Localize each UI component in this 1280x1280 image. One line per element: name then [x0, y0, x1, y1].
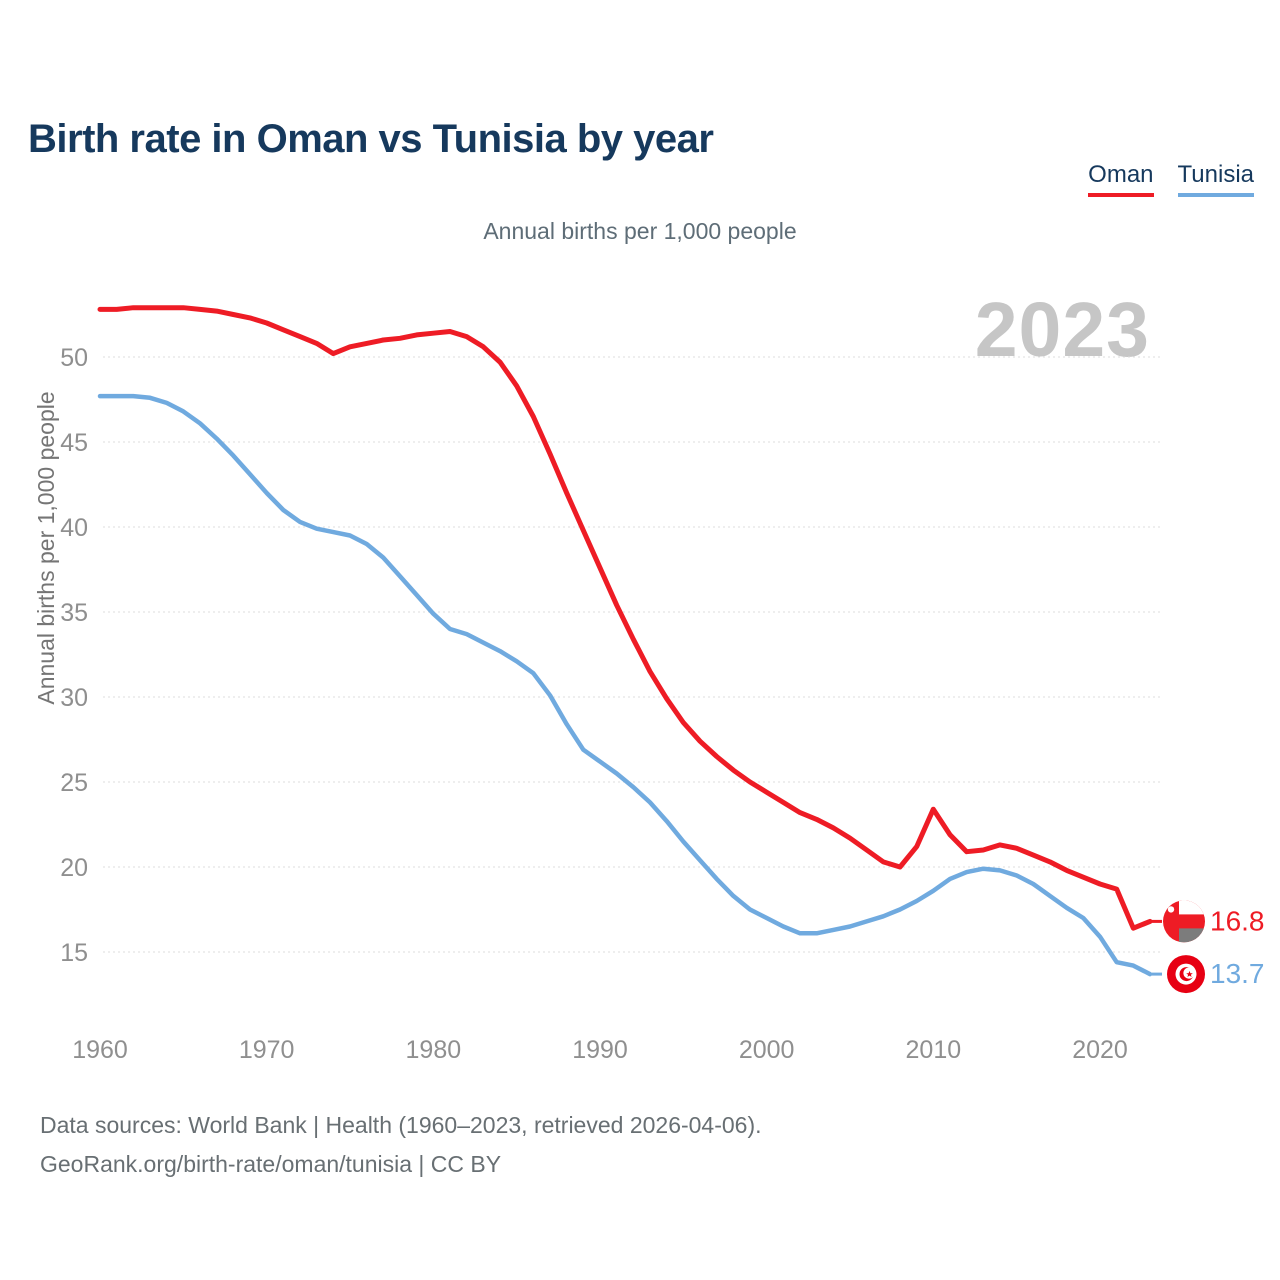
legend: Oman Tunisia	[1088, 161, 1254, 198]
y-tick-label: 30	[60, 684, 88, 712]
chart-subtitle: Annual births per 1,000 people	[483, 218, 797, 244]
x-tick-label: 1970	[239, 1036, 295, 1064]
x-tick-label: 1960	[72, 1036, 128, 1064]
legend-item-tunisia[interactable]: Tunisia	[1177, 161, 1254, 198]
x-tick-label: 2010	[906, 1036, 962, 1064]
oman-flag-icon	[1163, 900, 1205, 943]
end-connector-dashes	[1152, 919, 1162, 976]
y-tick-label: 35	[60, 599, 88, 627]
footer: Data sources: World Bank | Health (1960–…	[40, 1106, 762, 1184]
y-axis-tick-labels: 15 20 25 30 35 40 45 50	[60, 344, 88, 967]
tunisia-line	[97, 393, 1153, 977]
y-tick-label: 25	[60, 769, 88, 797]
watermark-year: 2023	[974, 287, 1150, 373]
page-title: Birth rate in Oman vs Tunisia by year	[28, 116, 714, 161]
legend-item-oman[interactable]: Oman	[1088, 161, 1154, 198]
x-tick-label: 1980	[406, 1036, 462, 1064]
x-tick-label: 1990	[572, 1036, 628, 1064]
x-axis-tick-labels: 1960 1970 1980 1990 2000 2010 2020	[72, 1036, 1128, 1064]
x-tick-label: 2000	[739, 1036, 795, 1064]
tunisia-flag-icon	[1167, 955, 1205, 994]
footer-sources: Data sources: World Bank | Health (1960–…	[40, 1112, 762, 1138]
y-tick-label: 20	[60, 854, 88, 882]
x-tick-label: 2020	[1072, 1036, 1128, 1064]
tunisia-value-label: 13.7	[1210, 958, 1265, 989]
gridlines	[103, 356, 1160, 953]
footer-attribution: GeoRank.org/birth-rate/oman/tunisia | CC…	[40, 1151, 502, 1177]
oman-value-label: 16.8	[1210, 905, 1265, 936]
y-tick-label: 50	[60, 344, 88, 372]
oman-line	[97, 305, 1153, 931]
y-tick-label: 15	[60, 939, 88, 967]
y-tick-label: 40	[60, 514, 88, 542]
y-tick-label: 45	[60, 429, 88, 457]
series-lines	[97, 305, 1153, 977]
